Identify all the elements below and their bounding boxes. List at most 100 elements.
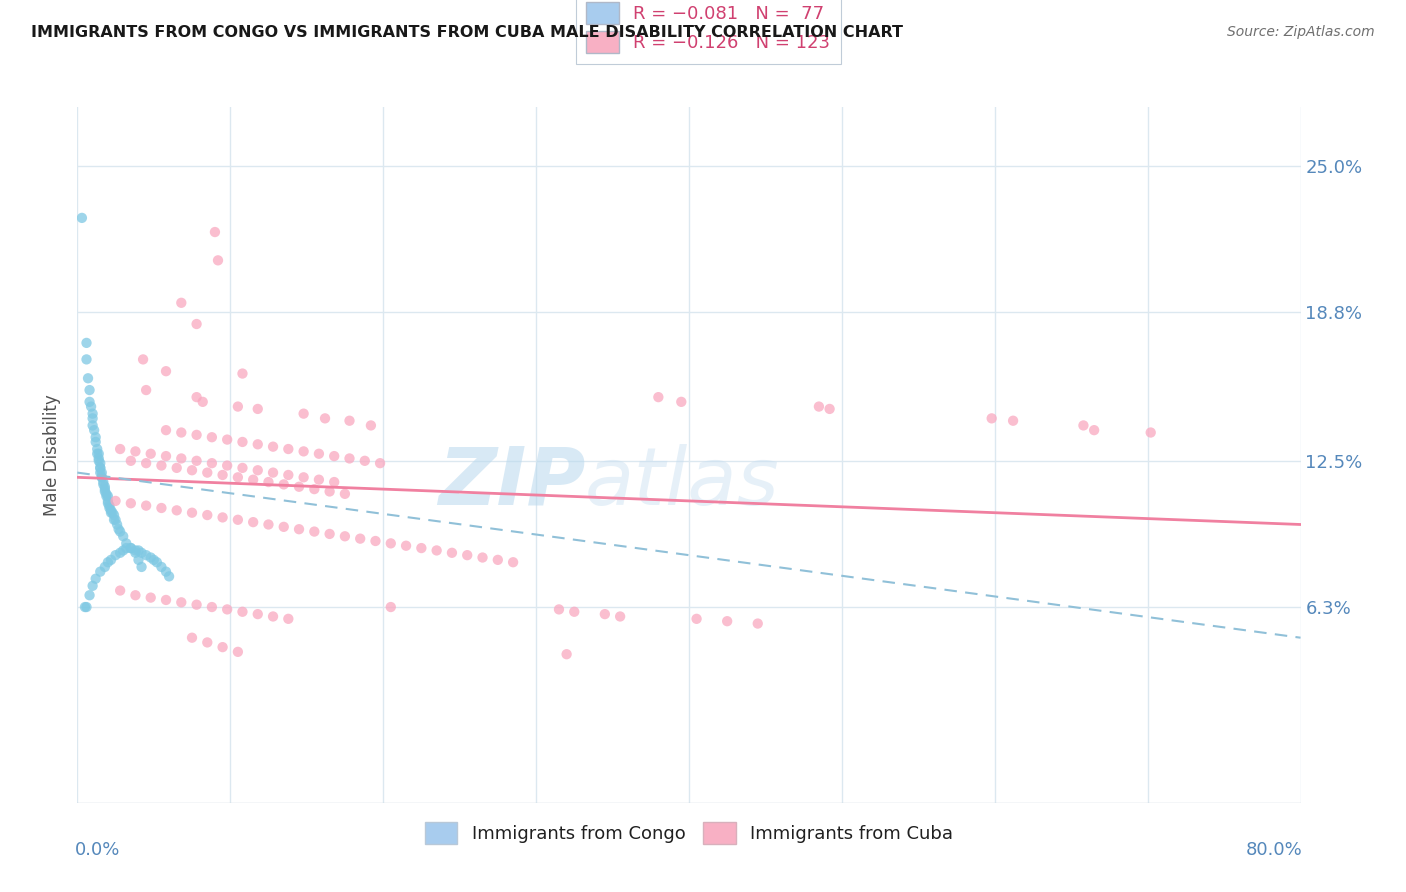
Point (277, 442, 299, 456)
Point (411, 541, 433, 555)
Point (155, 449, 177, 463)
Point (91, 475, 114, 489)
Point (246, 463, 269, 477)
Point (502, 555, 524, 569)
Point (120, 496, 142, 510)
Point (103, 508, 125, 522)
Point (89, 456, 111, 470)
Point (304, 524, 326, 539)
Point (108, 583, 131, 598)
Point (314, 411, 336, 425)
Point (217, 458, 239, 473)
Point (380, 536, 402, 550)
Point (1002, 414, 1025, 428)
Point (211, 640, 233, 654)
Point (292, 444, 315, 458)
Point (87, 447, 110, 461)
Point (86, 447, 108, 461)
Point (273, 520, 295, 534)
Point (288, 522, 311, 536)
Point (104, 548, 127, 562)
Point (211, 467, 233, 482)
Point (201, 430, 224, 444)
Point (84, 434, 107, 449)
Point (79, 395, 101, 409)
Point (292, 470, 315, 484)
Point (94, 53, 117, 67)
Point (262, 609, 284, 624)
Point (89, 461, 111, 475)
Point (131, 546, 153, 560)
Point (97, 496, 120, 510)
Point (716, 614, 738, 628)
Point (246, 607, 269, 621)
Text: 0.0%: 0.0% (75, 841, 121, 859)
Point (292, 407, 315, 421)
Point (231, 434, 253, 449)
Point (166, 503, 188, 517)
Point (231, 367, 253, 381)
Point (246, 401, 269, 416)
Point (94, 482, 117, 496)
Point (89, 565, 111, 579)
Point (124, 543, 146, 558)
Point (135, 499, 157, 513)
Point (166, 461, 188, 475)
Point (94, 480, 117, 494)
Point (186, 428, 208, 442)
Point (246, 437, 269, 451)
Point (339, 414, 361, 428)
Point (150, 560, 173, 574)
Point (139, 550, 162, 565)
Point (131, 560, 153, 574)
Point (139, 447, 162, 461)
Point (207, 253, 229, 268)
Point (257, 475, 280, 489)
Point (97, 555, 120, 569)
Point (262, 466, 284, 480)
Point (108, 442, 131, 456)
Point (242, 515, 264, 529)
Point (304, 482, 326, 496)
Point (191, 395, 214, 409)
Point (120, 541, 142, 555)
Point (82, 407, 104, 421)
Point (339, 451, 361, 466)
Point (231, 605, 253, 619)
Text: atlas: atlas (585, 443, 780, 522)
Point (242, 473, 264, 487)
Point (226, 645, 249, 659)
Point (456, 548, 478, 562)
Point (593, 607, 616, 621)
Point (139, 591, 162, 605)
Point (82, 579, 104, 593)
Point (89, 466, 111, 480)
Point (426, 543, 449, 558)
Point (82, 411, 104, 425)
Point (201, 456, 224, 470)
Point (308, 447, 330, 461)
Point (195, 635, 218, 649)
Point (97, 489, 120, 503)
Point (112, 543, 135, 558)
Point (124, 546, 146, 560)
Point (818, 401, 841, 416)
Point (135, 383, 157, 397)
Point (104, 513, 127, 527)
Point (108, 524, 131, 539)
Point (318, 484, 340, 499)
Point (323, 449, 346, 463)
Point (155, 364, 177, 378)
Point (318, 527, 340, 541)
Point (150, 458, 173, 473)
Point (980, 411, 1002, 425)
Point (100, 553, 122, 567)
Point (87, 451, 110, 466)
Point (84, 572, 107, 586)
Point (181, 631, 204, 645)
Point (395, 539, 418, 553)
Point (115, 536, 138, 550)
Point (79, 588, 101, 602)
Point (195, 466, 218, 480)
Point (135, 548, 157, 562)
